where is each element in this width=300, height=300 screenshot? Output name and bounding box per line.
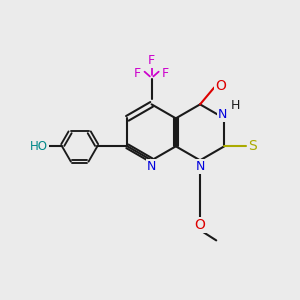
Text: O: O — [215, 79, 226, 93]
Text: S: S — [248, 139, 257, 153]
Text: F: F — [148, 54, 155, 67]
Text: H: H — [231, 99, 240, 112]
Text: HO: HO — [29, 140, 47, 153]
Text: N: N — [195, 160, 205, 173]
Text: F: F — [134, 67, 141, 80]
Text: N: N — [147, 160, 156, 173]
Text: F: F — [162, 67, 169, 80]
Text: O: O — [195, 218, 206, 232]
Text: N: N — [218, 108, 227, 121]
